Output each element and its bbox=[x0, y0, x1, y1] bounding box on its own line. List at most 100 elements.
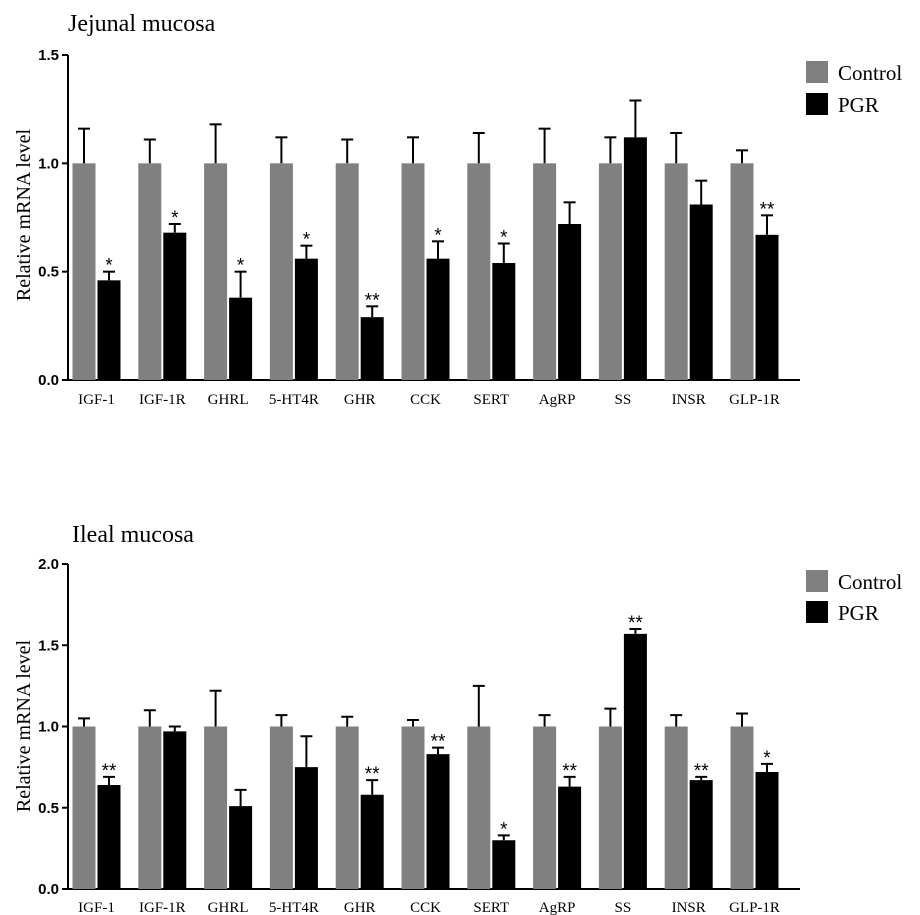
significance-mark: * bbox=[303, 230, 311, 251]
x-tick-label: GLP-1R bbox=[729, 392, 780, 408]
bar-pgr bbox=[755, 234, 779, 380]
legend-swatch-control bbox=[806, 61, 828, 83]
x-tick-label: GHR bbox=[344, 900, 376, 915]
y-tick-label: 0.0 bbox=[38, 372, 59, 389]
bar-control bbox=[401, 163, 425, 380]
bar-control bbox=[533, 726, 557, 889]
x-tick-label: IGF-1 bbox=[78, 900, 115, 915]
legend-label-pgr: PGR bbox=[838, 601, 879, 625]
x-tick-label: AgRP bbox=[539, 900, 576, 915]
bar-control bbox=[533, 163, 557, 380]
bar-pgr bbox=[163, 232, 187, 380]
significance-mark: ** bbox=[431, 732, 446, 753]
bar-pgr bbox=[360, 317, 384, 380]
y-axis-label: Relative mRNA level bbox=[13, 128, 35, 301]
bar-pgr bbox=[492, 840, 516, 889]
x-tick-label: IGF-1R bbox=[139, 900, 186, 915]
plot-area: 0.00.51.01.52.0**IGF-1 IGF-1R GHRL 5-HT4R**… bbox=[38, 556, 800, 915]
x-tick-label: IGF-1 bbox=[78, 392, 115, 408]
significance-mark: * bbox=[105, 256, 113, 277]
x-tick-label: SS bbox=[615, 392, 632, 408]
y-tick-label: 1.0 bbox=[38, 155, 59, 172]
x-tick-label: SERT bbox=[473, 900, 509, 915]
significance-mark: * bbox=[500, 228, 508, 249]
significance-mark: ** bbox=[760, 199, 775, 220]
x-tick-label: SERT bbox=[473, 392, 509, 408]
x-tick-label: CCK bbox=[410, 900, 441, 915]
bar-pgr bbox=[97, 785, 121, 889]
bar-control bbox=[138, 726, 162, 889]
significance-mark: * bbox=[500, 819, 508, 840]
bar-control bbox=[335, 163, 359, 380]
bar-control bbox=[72, 726, 96, 889]
significance-mark: ** bbox=[562, 761, 577, 782]
bar-control bbox=[467, 163, 491, 380]
legend: Control PGR bbox=[806, 61, 902, 117]
y-tick-label: 0.0 bbox=[38, 881, 59, 898]
significance-mark: * bbox=[763, 748, 771, 769]
bar-pgr bbox=[689, 780, 713, 889]
significance-mark: ** bbox=[102, 761, 117, 782]
bar-control bbox=[335, 726, 359, 889]
significance-mark: ** bbox=[365, 764, 380, 785]
bar-control bbox=[598, 726, 622, 889]
bar-pgr bbox=[492, 263, 516, 380]
chart-title: Ileal mucosa bbox=[72, 522, 194, 548]
bar-pgr bbox=[360, 794, 384, 889]
significance-mark: * bbox=[434, 225, 442, 246]
bar-pgr bbox=[426, 258, 450, 380]
chart-title: Jejunal mucosa bbox=[68, 11, 216, 37]
y-axis-label: Relative mRNA level bbox=[13, 639, 35, 812]
x-tick-label: CCK bbox=[410, 392, 441, 408]
x-tick-label: AgRP bbox=[539, 392, 576, 408]
ileal-chart: Ileal mucosa Relative mRNA level 0.0 0.5 1… bbox=[13, 522, 902, 915]
bar-control bbox=[598, 163, 622, 380]
bar-pgr bbox=[294, 258, 318, 380]
bar-control bbox=[138, 163, 162, 380]
bar-control bbox=[664, 163, 688, 380]
bar-control bbox=[401, 726, 425, 889]
bar-pgr bbox=[97, 280, 121, 380]
bar-pgr bbox=[426, 754, 450, 889]
legend-swatch-control bbox=[806, 570, 828, 592]
x-tick-label: 5-HT4R bbox=[269, 900, 319, 915]
legend-label-control: Control bbox=[838, 61, 902, 85]
significance-mark: ** bbox=[628, 613, 643, 634]
x-tick-label: 5-HT4R bbox=[269, 392, 319, 408]
bar-control bbox=[204, 163, 228, 380]
bar-pgr bbox=[229, 297, 253, 380]
plot-area: 0.00.51.01.5*IGF-1*IGF-1R*GHRL*5-HT4R**G… bbox=[38, 47, 800, 408]
bar-pgr bbox=[229, 806, 253, 889]
bar-control bbox=[664, 726, 688, 889]
x-tick-label: GLP-1R bbox=[729, 900, 780, 915]
bar-pgr bbox=[623, 137, 647, 380]
legend-label-pgr: PGR bbox=[838, 93, 879, 117]
bar-pgr bbox=[558, 786, 582, 889]
x-tick-label: INSR bbox=[672, 392, 706, 408]
x-tick-label: SS bbox=[615, 900, 632, 915]
y-tick-label: 1.5 bbox=[38, 47, 59, 64]
x-tick-label: IGF-1R bbox=[139, 392, 186, 408]
bar-control bbox=[730, 163, 754, 380]
x-tick-label: GHRL bbox=[208, 392, 249, 408]
y-tick-label: 1.0 bbox=[38, 719, 59, 736]
bar-control bbox=[730, 726, 754, 889]
legend-swatch-pgr bbox=[806, 601, 828, 623]
x-tick-label: GHR bbox=[344, 392, 376, 408]
bar-control bbox=[269, 163, 293, 380]
bar-control bbox=[467, 726, 491, 889]
significance-mark: * bbox=[237, 256, 245, 277]
bar-control bbox=[269, 726, 293, 889]
bar-pgr bbox=[623, 633, 647, 889]
y-tick-label: 2.0 bbox=[38, 556, 59, 573]
bar-pgr bbox=[163, 731, 187, 889]
significance-mark: ** bbox=[365, 290, 380, 311]
bar-control bbox=[204, 726, 228, 889]
bar-pgr bbox=[689, 204, 713, 380]
x-tick-label: GHRL bbox=[208, 900, 249, 915]
significance-mark: * bbox=[171, 208, 179, 229]
legend-swatch-pgr bbox=[806, 93, 828, 115]
jejunal-chart: Jejunal mucosa Relative mRNA level 0.0 0.… bbox=[13, 11, 902, 408]
bar-pgr bbox=[558, 224, 582, 380]
